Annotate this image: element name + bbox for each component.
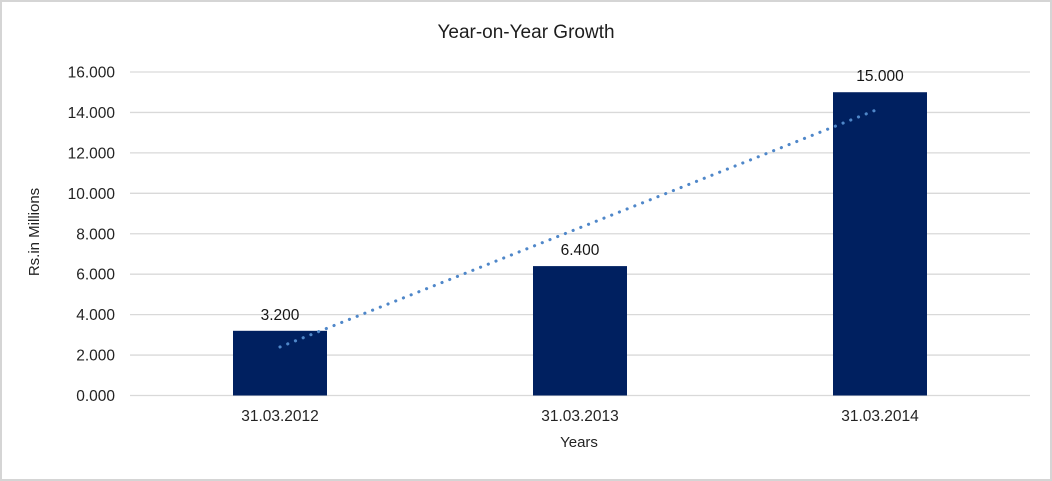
y-tick-label: 2.000 <box>76 348 115 365</box>
bar-value-label: 3.200 <box>261 307 300 324</box>
x-axis-title: Years <box>560 434 598 451</box>
y-tick-label: 16.000 <box>68 65 116 82</box>
labels-group: 0.000 2.000 4.000 6.000 8.000 10.000 12.000 14.… <box>68 65 920 426</box>
bar-value-label: 6.400 <box>561 242 600 259</box>
bar <box>533 266 627 396</box>
y-axis-title: Rs.in Millions <box>26 188 43 276</box>
y-tick-label: 10.000 <box>68 186 116 203</box>
y-tick-label: 14.000 <box>68 105 116 122</box>
bar <box>833 92 927 396</box>
bar-value-label: 15.000 <box>856 68 904 85</box>
x-category-label: 31.03.2012 <box>241 408 319 425</box>
x-category-label: 31.03.2013 <box>541 408 619 425</box>
y-tick-label: 0.000 <box>76 388 115 405</box>
x-category-label: 31.03.2014 <box>841 408 919 425</box>
y-tick-label: 8.000 <box>76 226 115 243</box>
trendline <box>278 106 882 349</box>
y-tick-label: 12.000 <box>68 145 116 162</box>
trendline-group <box>278 106 882 349</box>
y-tick-label: 6.000 <box>76 267 115 284</box>
bar <box>233 330 327 396</box>
bars-group <box>233 92 927 396</box>
y-tick-label: 4.000 <box>76 307 115 324</box>
chart-title: Year-on-Year Growth <box>437 22 614 43</box>
